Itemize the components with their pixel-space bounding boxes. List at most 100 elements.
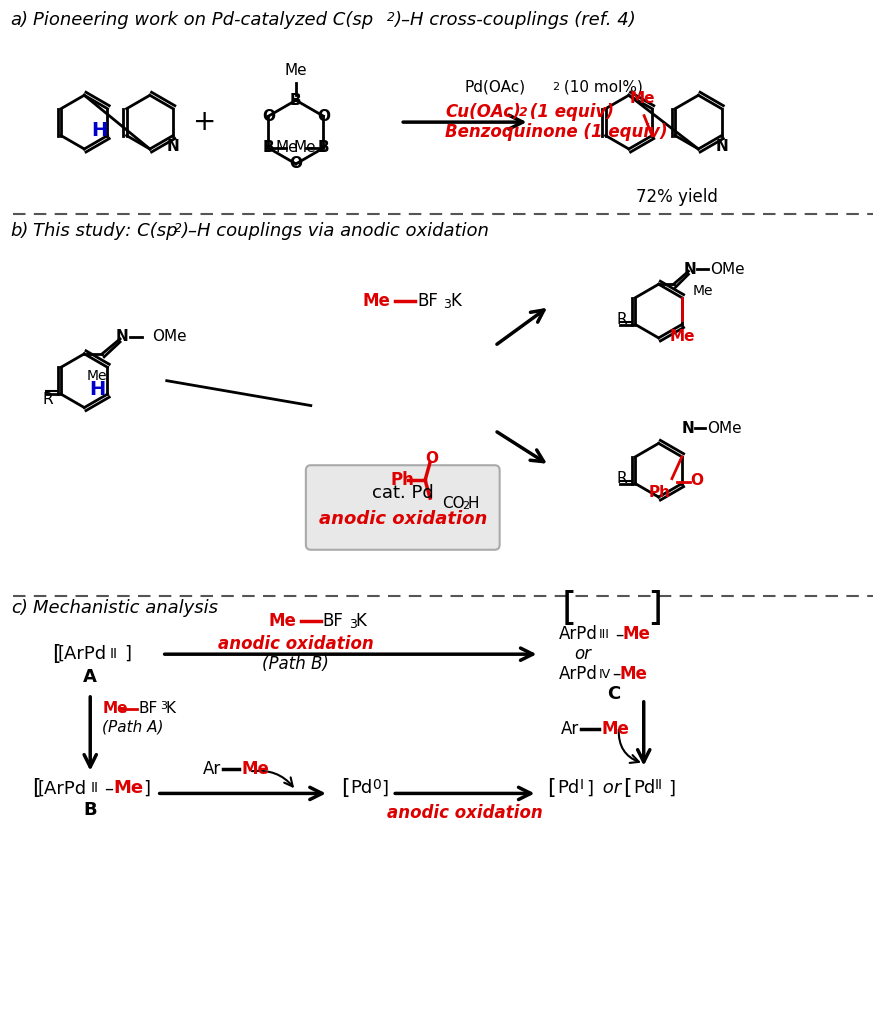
Text: R: R (43, 391, 53, 407)
Text: Ph: Ph (649, 485, 671, 500)
Text: Me: Me (241, 759, 269, 778)
Text: cat. Pd: cat. Pd (372, 484, 433, 502)
Text: Pd(OAc): Pd(OAc) (465, 80, 526, 95)
Text: Ph: Ph (391, 472, 415, 489)
Text: IV: IV (599, 667, 611, 680)
Text: 3: 3 (159, 701, 167, 711)
Text: Ar: Ar (561, 720, 579, 738)
Text: OMe: OMe (707, 421, 742, 436)
Text: (1 equiv): (1 equiv) (525, 103, 615, 122)
Text: 2: 2 (552, 82, 559, 92)
Text: 2: 2 (174, 222, 182, 234)
Text: Me: Me (623, 626, 650, 643)
FancyArrowPatch shape (618, 729, 639, 763)
Text: C: C (607, 685, 620, 703)
Text: ]: ] (669, 780, 676, 797)
Text: Ar: Ar (203, 759, 222, 778)
Text: (10 mol%): (10 mol%) (559, 80, 643, 95)
Text: This study: C(sp: This study: C(sp (33, 222, 177, 239)
Text: +: + (193, 108, 216, 136)
Text: Mechanistic analysis: Mechanistic analysis (33, 599, 218, 618)
Text: a): a) (11, 11, 28, 28)
Text: O: O (425, 451, 439, 465)
Text: K: K (450, 292, 461, 310)
Text: Pd: Pd (351, 780, 373, 797)
Text: Me: Me (629, 90, 655, 105)
Text: ]: ] (381, 780, 388, 797)
Text: anodic oxidation: anodic oxidation (319, 510, 487, 528)
Text: ]: ] (124, 645, 131, 663)
Text: Pioneering work on Pd-catalyzed C(sp: Pioneering work on Pd-catalyzed C(sp (33, 11, 373, 28)
Text: B: B (290, 92, 302, 107)
Text: 0: 0 (372, 779, 381, 793)
Text: 3: 3 (443, 298, 451, 310)
Text: III: III (599, 628, 610, 641)
Text: B: B (83, 801, 97, 819)
Text: Me: Me (102, 702, 128, 716)
Text: ]: ] (143, 780, 150, 797)
Text: [: [ (52, 644, 61, 664)
Text: Me: Me (293, 141, 315, 155)
Text: N: N (684, 262, 696, 277)
Text: 3: 3 (348, 618, 356, 631)
Text: Me: Me (669, 330, 695, 345)
Text: O: O (317, 108, 330, 124)
Text: Me: Me (601, 720, 629, 738)
Text: –: – (615, 626, 623, 643)
Text: H: H (468, 496, 479, 510)
Text: Me: Me (284, 63, 307, 78)
Text: 2: 2 (462, 501, 469, 511)
Text: Cu(OAc): Cu(OAc) (445, 103, 521, 122)
Text: or: or (574, 645, 591, 663)
Text: ]: ] (587, 780, 593, 797)
Text: [: [ (33, 779, 42, 798)
Text: II: II (110, 647, 118, 661)
Text: ArPd: ArPd (559, 665, 598, 683)
Text: Me: Me (268, 612, 296, 631)
Text: [: [ (623, 779, 632, 798)
Text: BF: BF (139, 702, 159, 716)
Text: Me: Me (620, 665, 648, 683)
Text: Me: Me (276, 141, 299, 155)
Text: A: A (83, 668, 97, 686)
Text: 72% yield: 72% yield (636, 188, 719, 206)
Text: [: [ (548, 779, 556, 798)
Text: N: N (682, 421, 695, 436)
Text: Me: Me (113, 780, 144, 797)
Text: Pd: Pd (557, 780, 579, 797)
Text: [: [ (340, 779, 349, 798)
Text: b): b) (11, 222, 29, 239)
Text: [: [ (561, 590, 577, 629)
Text: OMe: OMe (152, 330, 186, 345)
Text: O: O (262, 108, 275, 124)
Text: Pd: Pd (633, 780, 655, 797)
Text: II: II (655, 779, 663, 793)
Text: N: N (116, 330, 128, 345)
Text: K: K (166, 702, 175, 716)
Text: B: B (262, 141, 274, 155)
Text: N: N (715, 139, 728, 153)
Text: I: I (579, 779, 583, 793)
Text: K: K (355, 612, 367, 631)
Text: ]: ] (647, 590, 662, 629)
Text: –: – (105, 780, 113, 797)
Text: R: R (617, 472, 627, 486)
Text: N: N (167, 139, 180, 153)
Text: R: R (617, 312, 627, 328)
Text: H: H (91, 121, 108, 140)
Text: O: O (290, 156, 302, 171)
Text: 2: 2 (387, 11, 395, 23)
FancyArrowPatch shape (252, 771, 292, 787)
Text: 2: 2 (518, 105, 527, 119)
Text: BF: BF (323, 612, 344, 631)
Text: (Path A): (Path A) (102, 719, 164, 734)
Text: c): c) (11, 599, 27, 618)
FancyBboxPatch shape (306, 465, 500, 550)
Text: ArPd: ArPd (559, 626, 598, 643)
Text: II: II (90, 782, 98, 795)
Text: H: H (89, 379, 105, 399)
Text: Benzoquinone (1 equiv): Benzoquinone (1 equiv) (445, 123, 668, 141)
Text: [ArPd: [ArPd (37, 780, 87, 797)
Text: –: – (612, 665, 620, 683)
Text: CO: CO (442, 496, 464, 510)
